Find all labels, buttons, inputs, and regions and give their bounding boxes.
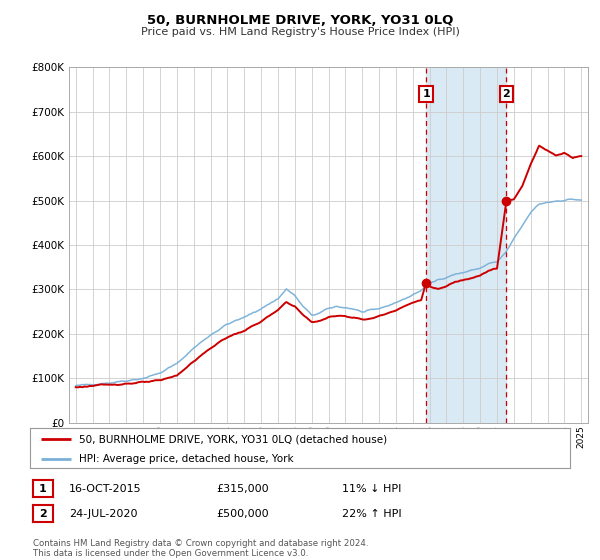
Text: £500,000: £500,000 (216, 508, 269, 519)
Text: 24-JUL-2020: 24-JUL-2020 (69, 508, 137, 519)
Text: 1: 1 (39, 484, 47, 494)
Bar (426, 67, 506, 423)
Text: Price paid vs. HM Land Registry's House Price Index (HPI): Price paid vs. HM Land Registry's House … (140, 27, 460, 37)
Text: This data is licensed under the Open Government Licence v3.0.: This data is licensed under the Open Gov… (33, 549, 308, 558)
Text: 22% ↑ HPI: 22% ↑ HPI (342, 508, 401, 519)
Text: 1: 1 (422, 89, 430, 99)
Text: HPI: Average price, detached house, York: HPI: Average price, detached house, York (79, 454, 293, 464)
Text: 50, BURNHOLME DRIVE, YORK, YO31 0LQ: 50, BURNHOLME DRIVE, YORK, YO31 0LQ (147, 14, 453, 27)
Text: 16-OCT-2015: 16-OCT-2015 (69, 484, 142, 494)
Text: 2: 2 (503, 89, 511, 99)
Text: 11% ↓ HPI: 11% ↓ HPI (342, 484, 401, 494)
Text: Contains HM Land Registry data © Crown copyright and database right 2024.: Contains HM Land Registry data © Crown c… (33, 539, 368, 548)
Text: £315,000: £315,000 (216, 484, 269, 494)
Text: 50, BURNHOLME DRIVE, YORK, YO31 0LQ (detached house): 50, BURNHOLME DRIVE, YORK, YO31 0LQ (det… (79, 435, 387, 445)
Text: 2: 2 (39, 508, 47, 519)
